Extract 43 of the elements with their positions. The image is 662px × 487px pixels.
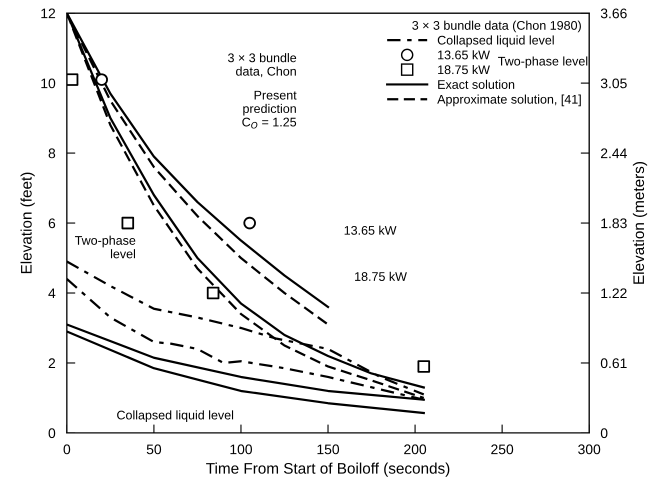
y2-tick-label: 0 (600, 428, 608, 438)
y-tick-label: 4 (48, 288, 56, 298)
annotation: 3 × 3 bundle data, Chon (228, 53, 296, 78)
y-axis-title: Elevation (feet) (20, 172, 35, 274)
point (66, 73, 78, 86)
annotation: Collapsed liquid level (117, 410, 234, 422)
x-tick-label: 300 (578, 444, 600, 454)
x-tick-label: 50 (146, 444, 162, 454)
x-tick-label: 100 (230, 444, 252, 454)
legend-label: 13.65 kW (438, 50, 490, 60)
legend-label: Exact solution (438, 80, 514, 89)
annotation: Two-phase level (498, 56, 588, 68)
point (95, 73, 108, 86)
y2-axis-title: Elevation (meters) (632, 162, 648, 284)
legend-label: Approximate solution, [41] (437, 94, 581, 106)
annotation: 18.75 kW (355, 272, 407, 281)
legend-label: Collapsed liquid level (438, 35, 554, 48)
point (206, 286, 220, 300)
x-tick-label: 250 (491, 444, 514, 454)
x-axis-title: Time From Start of Boiloff (seconds) (206, 462, 450, 477)
y-tick-label: 6 (48, 218, 56, 228)
y-tick-label: 12 (41, 8, 56, 18)
y-tick-label: 0 (48, 428, 56, 438)
y-tick-label: 8 (48, 148, 56, 158)
point (243, 216, 256, 230)
x-tick-label: 200 (404, 444, 426, 454)
x-tick-label: 0 (64, 444, 70, 454)
y2-tick-label: 1.83 (601, 218, 627, 228)
y2-tick-label: 3.05 (600, 78, 627, 88)
y2-tick-label: 2.44 (600, 148, 627, 158)
legend-label: 18.75 kW (438, 64, 490, 74)
annotation: Two-phase level (74, 236, 136, 258)
y2-tick-label: 1.22 (601, 288, 627, 298)
annotation: Present prediction C$_{O}$ = 1.25 (242, 90, 297, 129)
y2-tick-label: 0.61 (600, 358, 627, 368)
y2-tick-label: 3.66 (600, 8, 627, 18)
x-tick-label: 150 (317, 444, 340, 454)
point (417, 360, 430, 373)
point (122, 216, 134, 230)
y-tick-label: 2 (48, 358, 56, 368)
legend-title: 3 × 3 bundle data (Chon 1980) (412, 20, 581, 32)
annotation: 13.65 kW (344, 226, 396, 235)
y-tick-label: 10 (41, 78, 56, 88)
